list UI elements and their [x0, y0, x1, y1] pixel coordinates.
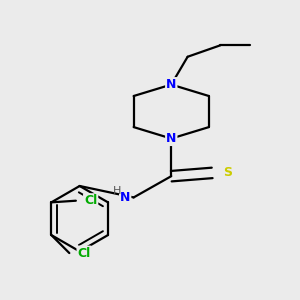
- Text: N: N: [166, 132, 176, 145]
- Text: N: N: [120, 191, 130, 204]
- Text: N: N: [166, 78, 176, 91]
- Text: H: H: [112, 186, 121, 196]
- Text: Cl: Cl: [77, 247, 91, 260]
- Text: S: S: [224, 167, 232, 179]
- Text: Cl: Cl: [84, 194, 97, 207]
